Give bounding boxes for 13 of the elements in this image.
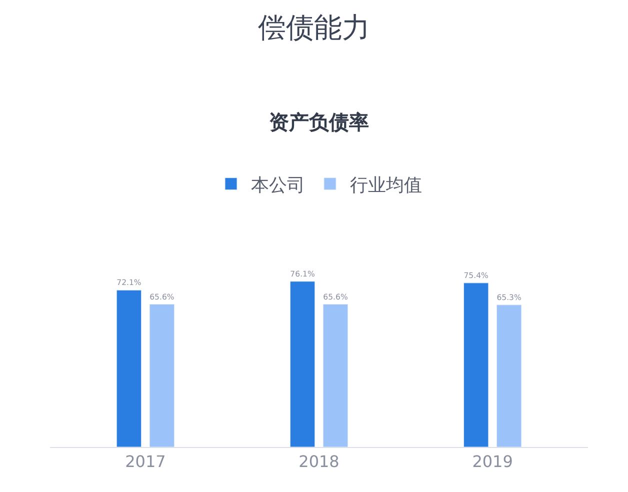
bar: [496, 304, 522, 447]
bar: [322, 304, 348, 447]
bar: [116, 290, 142, 447]
chart-title: 偿债能力: [258, 10, 370, 44]
bar: [463, 282, 489, 447]
bar: [290, 281, 316, 447]
x-tick-label: 2018: [298, 452, 340, 472]
bar: [149, 304, 175, 447]
legend-label: 行业均值: [350, 174, 422, 196]
chart-subtitle: 资产负债率: [269, 110, 369, 134]
x-tick-label: 2019: [472, 452, 513, 472]
legend-label: 本公司: [251, 174, 305, 196]
x-tick-label: 2017: [125, 452, 166, 472]
